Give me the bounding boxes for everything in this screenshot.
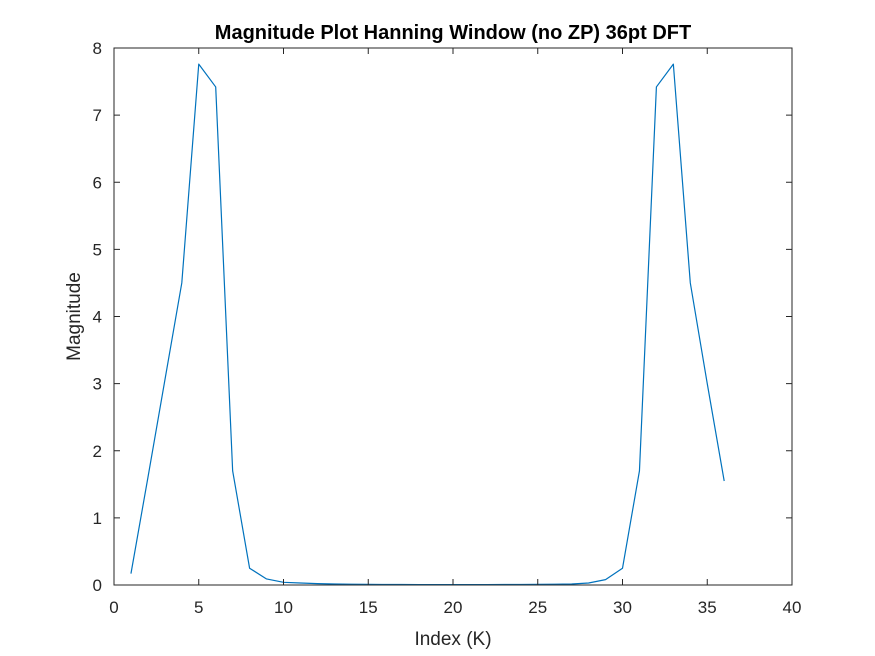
x-tick-label: 20: [444, 598, 463, 617]
y-tick-label: 7: [93, 106, 102, 125]
x-tick-label: 35: [698, 598, 717, 617]
chart-title: Magnitude Plot Hanning Window (no ZP) 36…: [215, 22, 691, 44]
x-tick-label: 5: [194, 598, 203, 617]
x-tick-label: 15: [359, 598, 378, 617]
x-axis: 0 5 10 15 20 25 30 35 40: [109, 48, 801, 617]
y-tick-label: 5: [93, 240, 102, 259]
x-tick-label: 25: [528, 598, 547, 617]
x-axis-label: Index (K): [414, 629, 491, 650]
y-axis: 0 1 2 3 4 5 6 7 8: [93, 39, 792, 595]
y-tick-label: 2: [93, 442, 102, 461]
y-tick-label: 0: [93, 576, 102, 595]
y-tick-label: 8: [93, 39, 102, 58]
x-tick-label: 10: [274, 598, 293, 617]
x-tick-label: 0: [109, 598, 118, 617]
plot-area: [114, 48, 792, 585]
y-tick-label: 4: [93, 308, 102, 327]
y-axis-label: Magnitude: [64, 272, 85, 361]
y-tick-label: 1: [93, 509, 102, 528]
x-tick-label: 40: [783, 598, 802, 617]
y-tick-label: 6: [93, 173, 102, 192]
x-tick-label: 30: [613, 598, 632, 617]
y-tick-label: 3: [93, 375, 102, 394]
